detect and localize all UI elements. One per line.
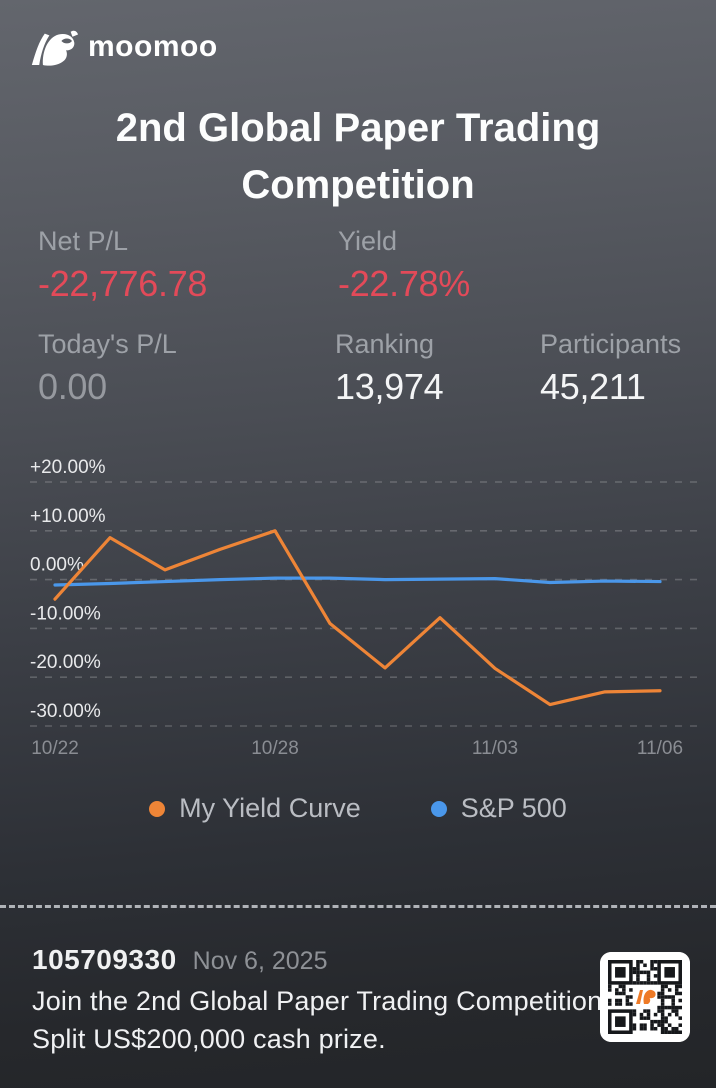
svg-text:11/03: 11/03: [472, 738, 518, 759]
svg-text:10/22: 10/22: [31, 738, 79, 759]
svg-text:0.00%: 0.00%: [30, 555, 84, 576]
svg-text:10/28: 10/28: [251, 738, 299, 759]
qr-code-pattern: [600, 952, 690, 1042]
stat-ranking: Ranking 13,974: [335, 329, 444, 407]
stat-yield: Yield -22.78%: [338, 226, 470, 304]
dashed-divider: [0, 905, 716, 908]
stat-value: 13,974: [335, 365, 444, 407]
promo-line-1: Join the 2nd Global Paper Trading Compet…: [32, 986, 603, 1016]
stat-value: 45,211: [540, 365, 646, 407]
svg-text:+20.00%: +20.00%: [30, 457, 106, 478]
qr-code: [600, 952, 690, 1042]
promo-line-2: Split US$200,000 cash prize.: [32, 1024, 386, 1054]
legend-label: My Yield Curve: [179, 793, 361, 823]
moomoo-wordmark: moomoo: [88, 29, 218, 63]
footer-id-row: 105709330 Nov 6, 2025: [32, 944, 327, 976]
stat-label: Net P/L: [38, 226, 129, 256]
stat-label: Yield: [338, 226, 398, 256]
stat-value: 0.00: [38, 365, 107, 407]
chart-legend: My Yield Curve S&P 500: [0, 793, 716, 824]
svg-text:-30.00%: -30.00%: [30, 701, 101, 722]
sp500-dot-icon: [430, 800, 447, 817]
yield-chart-canvas: +20.00% +10.00% 0.00% -10.00% -20.00% -30.00%…: [30, 457, 698, 759]
stat-net-pl: Net P/L -22,776.78: [38, 226, 208, 304]
stat-participants: Participants 45,211: [540, 329, 682, 407]
competition-title: 2nd Global Paper Trading Competition: [115, 106, 601, 208]
moomoo-logo: moomoo: [30, 26, 218, 67]
yield-chart: +20.00% +10.00% 0.00% -10.00% -20.00% -30.00%…: [0, 438, 716, 768]
legend-item-my-yield-curve: My Yield Curve: [149, 793, 361, 824]
legend-item-sp500: S&P 500: [430, 793, 567, 824]
legend-label: S&P 500: [460, 793, 567, 823]
svg-text:11/06: 11/06: [637, 738, 683, 759]
stat-value: -22,776.78: [38, 262, 208, 304]
stat-today-pl: Today's P/L 0.00: [38, 329, 177, 407]
svg-text:+10.00%: +10.00%: [30, 506, 106, 527]
svg-text:-10.00%: -10.00%: [30, 603, 101, 624]
my-yield-curve-dot-icon: [149, 800, 166, 817]
stat-label: Ranking: [335, 329, 435, 359]
stat-value: -22.78%: [338, 262, 470, 304]
bull-icon: [31, 30, 78, 66]
share-date: Nov 6, 2025: [192, 947, 328, 975]
stat-label: Today's P/L: [38, 329, 177, 359]
svg-text:-20.00%: -20.00%: [30, 652, 101, 673]
user-id: 105709330: [32, 944, 177, 975]
stat-label: Participants: [540, 329, 682, 359]
